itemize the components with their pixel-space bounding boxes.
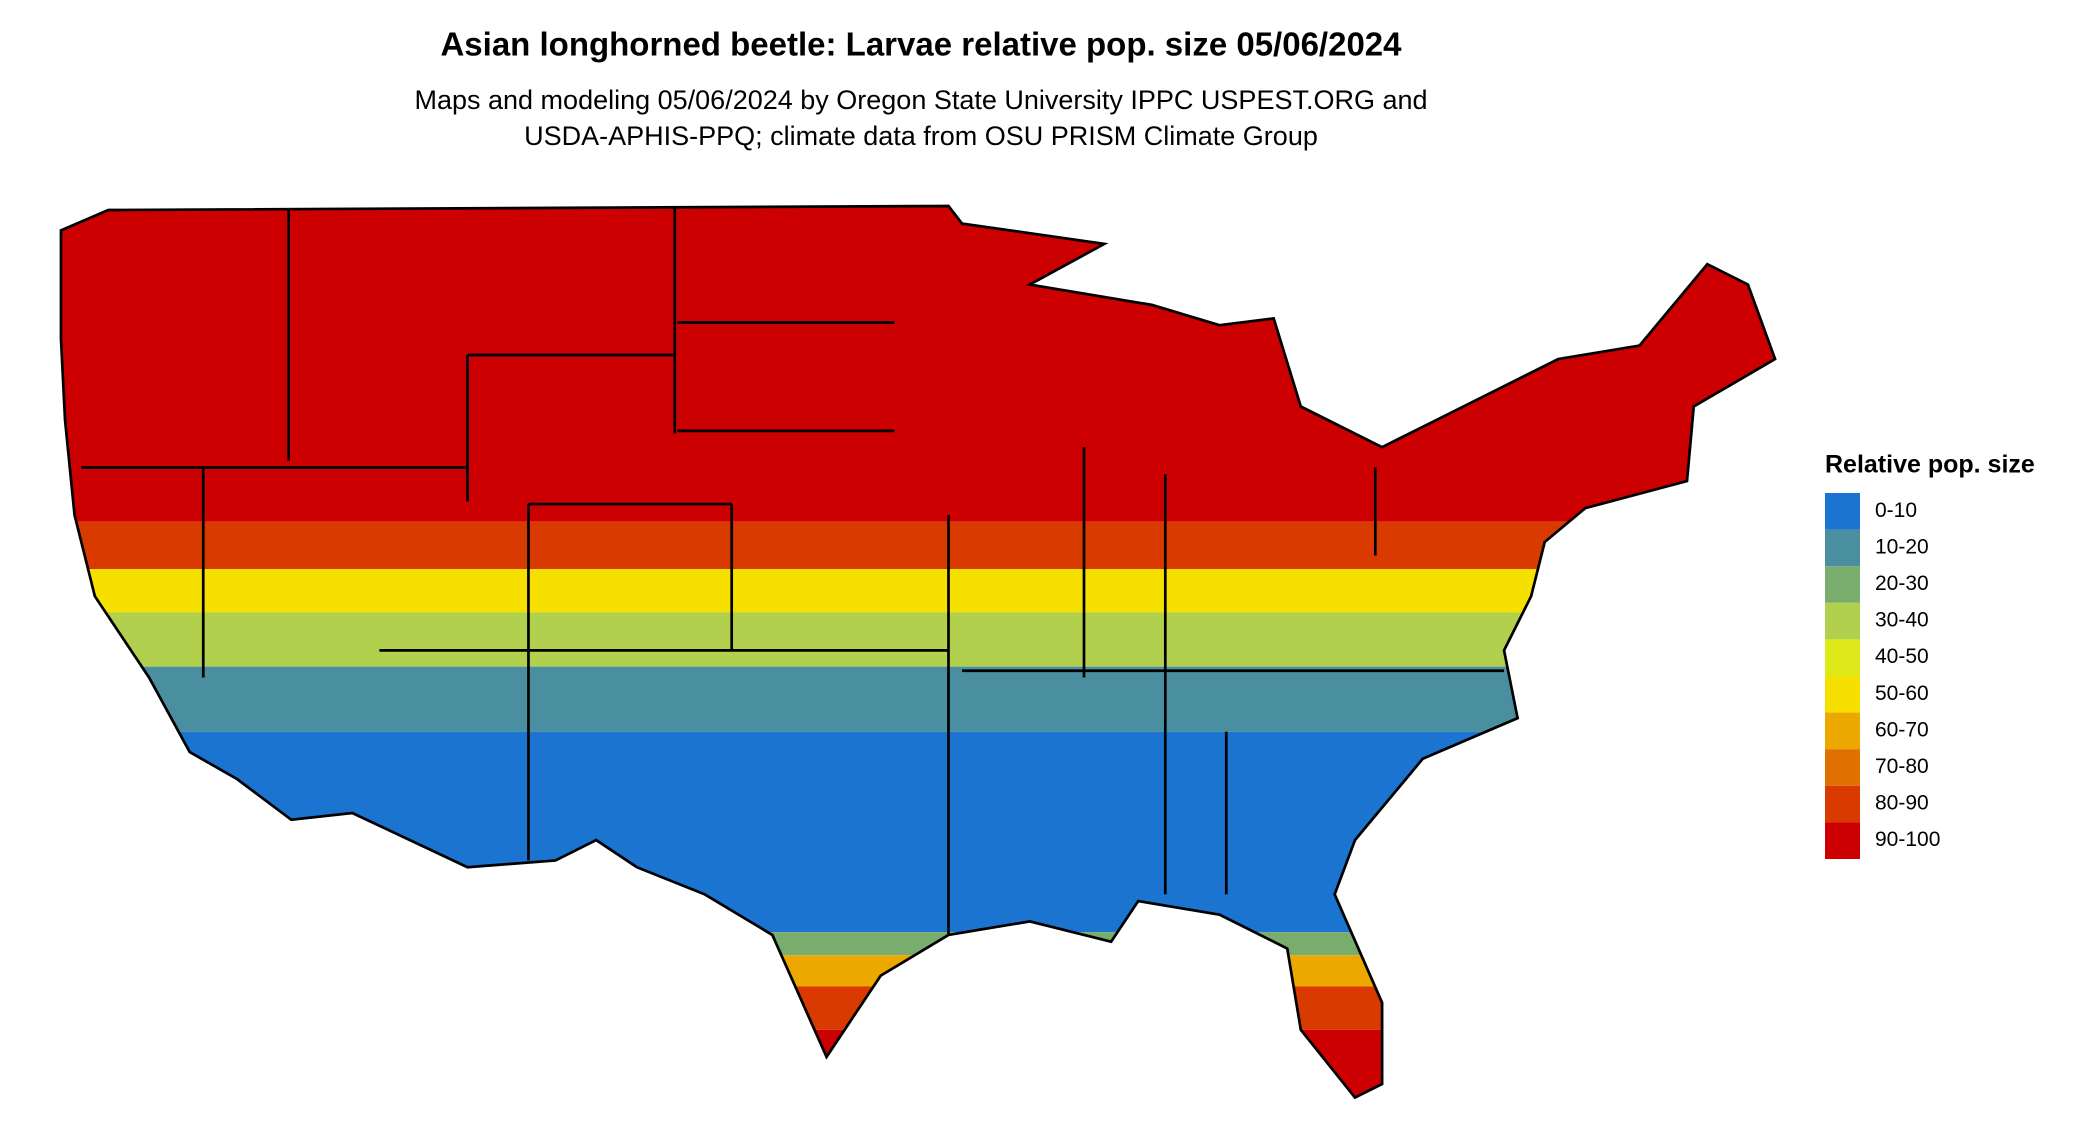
map-region (60, 612, 1776, 667)
subtitle: Maps and modeling 05/06/2024 by Oregon S… (414, 85, 1427, 115)
legend-swatch (1825, 676, 1860, 713)
legend-swatch (1825, 602, 1860, 640)
legend-label: 0-10 (1875, 499, 1917, 522)
legend-label: 30-40 (1875, 609, 1929, 632)
map-region (60, 205, 1776, 522)
legend-label: 20-30 (1875, 572, 1929, 595)
legend-label: 80-90 (1875, 792, 1929, 815)
map-region (60, 955, 1776, 987)
legend-swatch (1825, 749, 1860, 786)
us-map (59, 204, 1777, 1099)
legend-swatch (1825, 639, 1860, 676)
map-region (60, 1029, 1776, 1098)
legend-swatch (1825, 529, 1860, 567)
legend-label: 50-60 (1875, 682, 1929, 705)
state-borders (59, 204, 1777, 1099)
legend-label: 70-80 (1875, 755, 1929, 778)
legend-swatch (1825, 785, 1860, 823)
title: Asian longhorned beetle: Larvae relative… (440, 26, 1402, 63)
legend-swatch (1825, 493, 1860, 530)
legend-swatch (1825, 712, 1860, 750)
map-region (60, 521, 1776, 570)
legend-swatch (1825, 822, 1860, 859)
legend-label: 40-50 (1875, 645, 1929, 668)
legend-label: 10-20 (1875, 535, 1929, 558)
legend-label: 60-70 (1875, 718, 1929, 741)
state-lines (81, 205, 1505, 935)
map-region (60, 569, 1776, 613)
subtitle: USDA-APHIS-PPQ; climate data from OSU PR… (524, 121, 1318, 151)
map-region (60, 986, 1776, 1030)
legend: 0-10 10-20 20-30 30-40 40-50 50-60 60-70 70-80 8… (1825, 493, 1940, 859)
map-region (60, 666, 1776, 732)
legend-label: 90-100 (1875, 828, 1940, 851)
legend-title: Relative pop. size (1825, 451, 2035, 479)
legend-swatch (1825, 566, 1860, 603)
